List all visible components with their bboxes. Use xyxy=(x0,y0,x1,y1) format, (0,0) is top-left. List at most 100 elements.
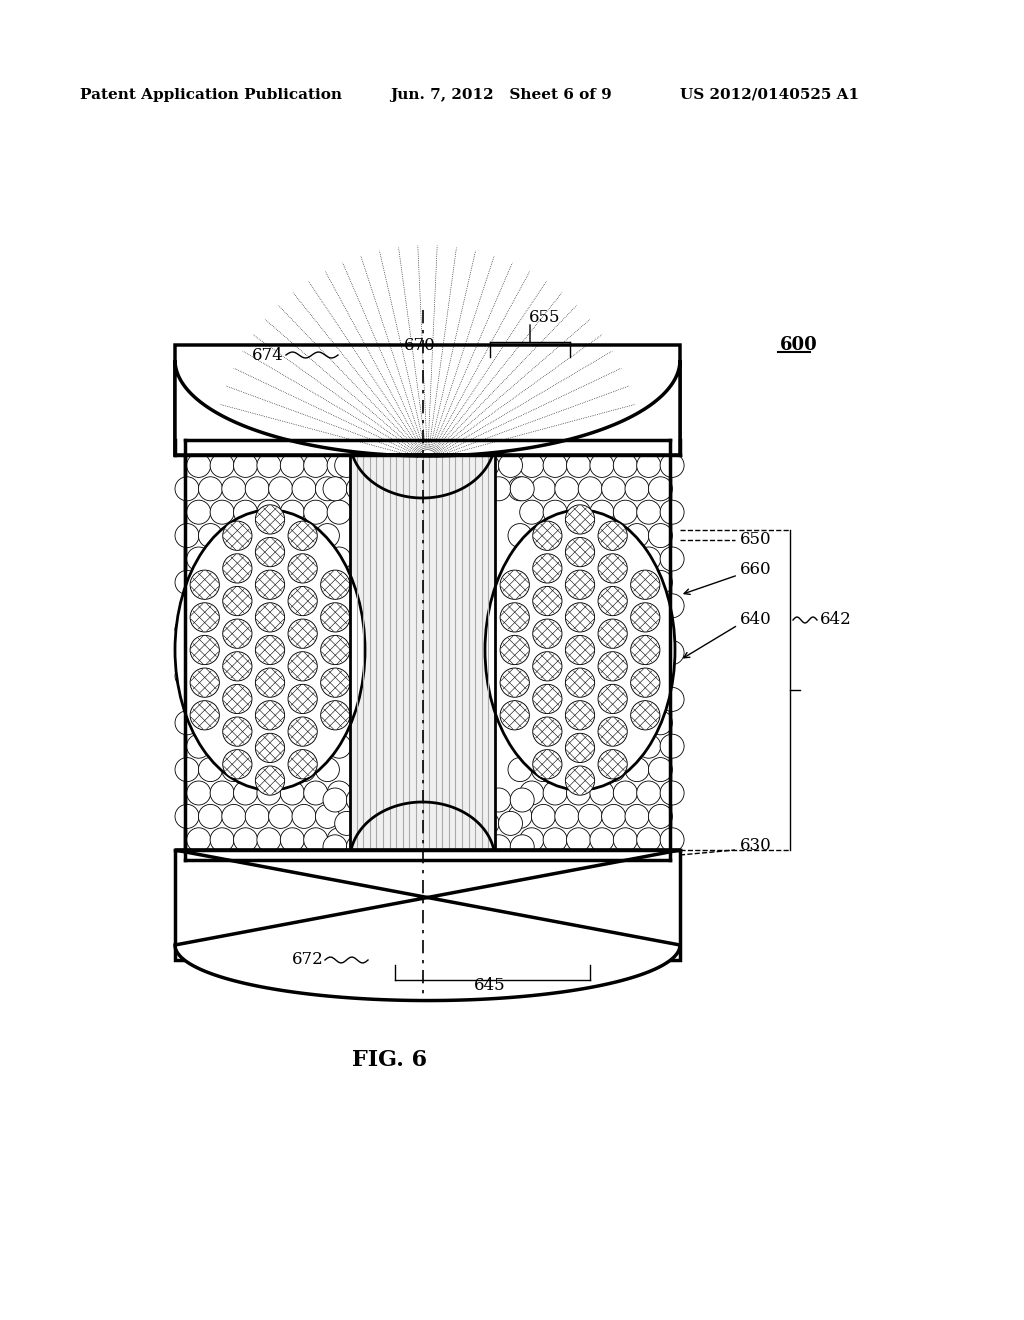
Circle shape xyxy=(222,524,246,548)
Circle shape xyxy=(245,851,269,875)
Circle shape xyxy=(625,477,649,500)
Circle shape xyxy=(532,586,562,615)
Circle shape xyxy=(510,430,535,454)
Circle shape xyxy=(304,828,328,851)
Circle shape xyxy=(222,758,246,781)
Circle shape xyxy=(579,618,602,642)
Circle shape xyxy=(190,603,219,632)
Circle shape xyxy=(555,430,579,454)
Circle shape xyxy=(186,828,211,851)
Circle shape xyxy=(508,524,532,548)
Circle shape xyxy=(268,851,293,875)
Circle shape xyxy=(315,851,339,875)
Circle shape xyxy=(288,652,317,681)
Circle shape xyxy=(288,750,317,779)
Circle shape xyxy=(590,546,614,572)
Circle shape xyxy=(304,453,328,478)
Circle shape xyxy=(257,594,281,618)
Circle shape xyxy=(268,758,293,781)
Circle shape xyxy=(335,453,358,478)
Circle shape xyxy=(315,570,339,594)
Circle shape xyxy=(598,586,628,615)
Circle shape xyxy=(292,851,316,875)
Circle shape xyxy=(281,828,304,851)
Circle shape xyxy=(175,430,199,454)
Circle shape xyxy=(210,453,234,478)
Circle shape xyxy=(327,828,351,851)
Circle shape xyxy=(233,734,257,758)
Bar xyxy=(350,440,495,861)
Circle shape xyxy=(531,710,555,735)
Circle shape xyxy=(598,652,628,681)
Circle shape xyxy=(222,430,246,454)
Circle shape xyxy=(321,635,350,665)
Circle shape xyxy=(648,430,673,454)
Circle shape xyxy=(370,430,394,454)
Circle shape xyxy=(602,618,626,642)
Circle shape xyxy=(613,640,637,664)
Circle shape xyxy=(631,635,659,665)
Circle shape xyxy=(486,430,511,454)
Circle shape xyxy=(255,603,285,632)
Circle shape xyxy=(327,500,351,524)
Circle shape xyxy=(543,688,567,711)
Circle shape xyxy=(268,804,293,829)
Circle shape xyxy=(186,453,211,478)
Circle shape xyxy=(625,710,649,735)
Circle shape xyxy=(268,477,293,500)
Circle shape xyxy=(579,851,602,875)
Circle shape xyxy=(637,734,660,758)
Circle shape xyxy=(245,524,269,548)
Circle shape xyxy=(288,684,317,714)
Circle shape xyxy=(370,834,394,859)
Circle shape xyxy=(598,554,628,583)
Circle shape xyxy=(508,851,532,875)
Circle shape xyxy=(508,477,532,500)
Circle shape xyxy=(508,804,532,829)
Bar xyxy=(175,850,680,960)
Circle shape xyxy=(475,812,499,836)
Circle shape xyxy=(199,804,222,829)
Circle shape xyxy=(304,546,328,572)
Circle shape xyxy=(304,734,328,758)
Circle shape xyxy=(543,594,567,618)
Circle shape xyxy=(223,684,252,714)
Circle shape xyxy=(508,570,532,594)
Text: 640: 640 xyxy=(740,611,772,628)
Circle shape xyxy=(625,851,649,875)
Circle shape xyxy=(660,594,684,618)
Circle shape xyxy=(255,766,285,795)
Circle shape xyxy=(660,781,684,805)
Circle shape xyxy=(321,668,350,697)
Circle shape xyxy=(648,758,673,781)
Circle shape xyxy=(186,688,211,711)
Circle shape xyxy=(281,453,304,478)
Circle shape xyxy=(233,546,257,572)
Circle shape xyxy=(520,781,544,805)
Circle shape xyxy=(417,834,440,859)
Circle shape xyxy=(292,664,316,688)
Circle shape xyxy=(327,688,351,711)
Circle shape xyxy=(660,640,684,664)
Circle shape xyxy=(417,430,440,454)
Circle shape xyxy=(625,804,649,829)
Text: 674: 674 xyxy=(252,346,284,363)
Circle shape xyxy=(579,758,602,781)
Circle shape xyxy=(631,701,659,730)
Circle shape xyxy=(281,640,304,664)
Circle shape xyxy=(555,524,579,548)
Circle shape xyxy=(520,640,544,664)
Circle shape xyxy=(625,524,649,548)
Circle shape xyxy=(404,453,429,478)
Circle shape xyxy=(233,688,257,711)
Circle shape xyxy=(315,758,339,781)
Circle shape xyxy=(257,546,281,572)
Circle shape xyxy=(199,524,222,548)
Circle shape xyxy=(579,664,602,688)
Circle shape xyxy=(508,758,532,781)
Circle shape xyxy=(199,477,222,500)
Circle shape xyxy=(186,781,211,805)
Circle shape xyxy=(233,781,257,805)
Circle shape xyxy=(288,521,317,550)
Circle shape xyxy=(590,594,614,618)
